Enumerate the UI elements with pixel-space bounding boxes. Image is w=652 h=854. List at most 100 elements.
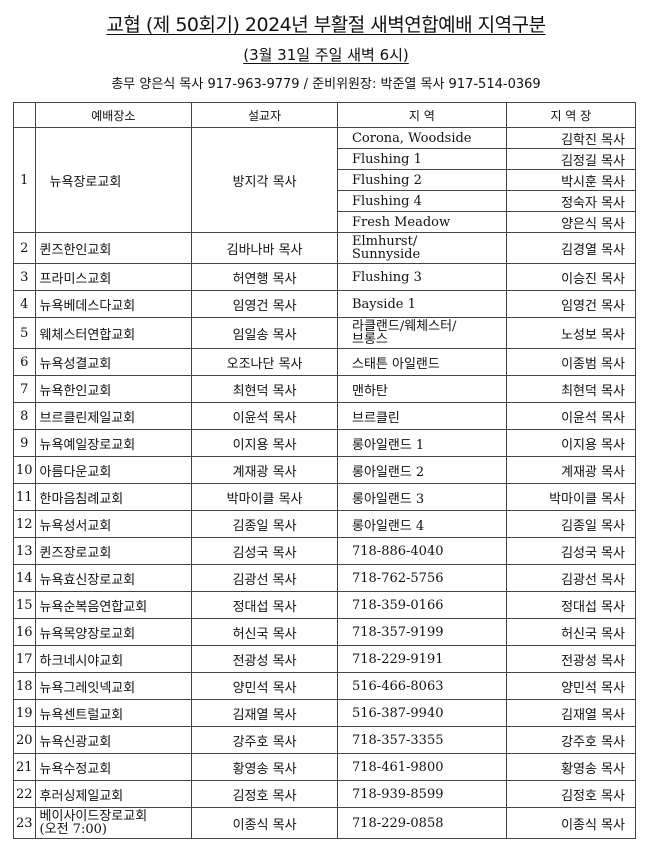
table-row: Flushing 4 정숙자 목사 (14, 190, 637, 212)
church-name: 뉴욕예일장로교회 (34, 429, 193, 457)
church-name: 퀸즈한인교회 (34, 232, 193, 264)
region-leader: 정숙자 목사 (505, 190, 637, 212)
region-leader: 이승진 목사 (505, 263, 637, 291)
region-name: 516-466-8063 (336, 672, 507, 700)
church-name: 뉴욕수정교회 (34, 753, 193, 781)
preacher-name: 양민석 목사 (191, 672, 338, 700)
table-row: 3 프라미스교회 허연행 목사 Flushing 3 이승진 목사 (13, 263, 637, 291)
preacher-name: 정대섭 목사 (191, 591, 338, 619)
row-number: 21 (13, 753, 36, 781)
region-leader: 김정호 목사 (505, 780, 637, 808)
region-name: 718-886-4040 (336, 537, 507, 565)
church-name: 프라미스교회 (34, 263, 193, 291)
preacher-name: 오조나단 목사 (191, 348, 338, 376)
preacher-name: 이종식 목사 (191, 807, 338, 839)
header-preacher: 설교자 (191, 102, 338, 128)
row-number: 5 (13, 317, 36, 349)
church-name: 뉴욕센트럴교회 (34, 699, 193, 727)
region-leader: 이지용 목사 (505, 429, 637, 457)
preacher-name: 김성국 목사 (191, 537, 338, 565)
table-row: 4 뉴욕베데스다교회 임영건 목사 Bayside 1 임영건 목사 (13, 290, 637, 318)
region-leader: 임영건 목사 (505, 290, 637, 318)
preacher-name: 임영건 목사 (191, 290, 338, 318)
table-row: 23 베이사이드장로교회 (오전 7:00) 이종식 목사 718-229-0858 이… (13, 807, 637, 839)
church-name: 아름다운교회 (34, 456, 193, 484)
region-name: Fresh Meadow (336, 211, 507, 233)
church-name: 뉴욕효신장로교회 (34, 564, 193, 592)
row-number: 16 (13, 618, 36, 646)
region-leader: 황영송 목사 (505, 753, 637, 781)
row-number: 20 (13, 726, 36, 754)
region-leader: 김학진 목사 (505, 127, 637, 149)
church-name: 뉴욕신광교회 (34, 726, 193, 754)
row-number: 8 (13, 402, 36, 430)
row-number: 15 (13, 591, 36, 619)
preacher-name: 김정호 목사 (191, 780, 338, 808)
region-leader: 김성국 목사 (505, 537, 637, 565)
table-row: 8 브르클린제일교회 이윤석 목사 브르클린 이윤석 목사 (13, 402, 637, 430)
region-leader: 김종일 목사 (505, 510, 637, 538)
church-name: 뉴욕그레잇넥교회 (34, 672, 193, 700)
preacher-name: 김재열 목사 (191, 699, 338, 727)
region-leader: 정대섭 목사 (505, 591, 637, 619)
table-row: 11 한마음침례교회 박마이클 목사 롱아일랜드 3 박마이클 목사 (13, 483, 637, 511)
row-number: 1 (13, 127, 36, 233)
region-name: Flushing 3 (336, 263, 507, 291)
region-leader: 김재열 목사 (505, 699, 637, 727)
region-name: Flushing 1 (336, 148, 507, 170)
region-name: 롱아일랜드 1 (336, 429, 507, 457)
row-number: 9 (13, 429, 36, 457)
church-name: 브르클린제일교회 (34, 402, 193, 430)
row-number: 19 (13, 699, 36, 727)
region-name: 라클랜드/웨체스터/ 브롱스 (336, 317, 507, 349)
table-row: 7 뉴욕한인교회 최현덕 목사 맨하탄 최현덕 목사 (13, 375, 637, 403)
church-name: 뉴욕장로교회 (34, 127, 193, 233)
row-number: 12 (13, 510, 36, 538)
header-church: 예배장소 (34, 102, 193, 128)
preacher-name: 이지용 목사 (191, 429, 338, 457)
preacher-name: 김종일 목사 (191, 510, 338, 538)
preacher-name: 방지각 목사 (191, 127, 338, 233)
church-name: 뉴욕베데스다교회 (34, 290, 193, 318)
church-name: 뉴욕한인교회 (34, 375, 193, 403)
row-number: 6 (13, 348, 36, 376)
row-number: 14 (13, 564, 36, 592)
region-leader: 양은식 목사 (505, 211, 637, 233)
region-leader: 김경열 목사 (505, 232, 637, 264)
region-leader: 허신국 목사 (505, 618, 637, 646)
region-leader: 이윤석 목사 (505, 402, 637, 430)
region-name: 718-357-9199 (336, 618, 507, 646)
row-number: 23 (13, 807, 36, 839)
contact-line: 총무 양은식 목사 917-963-9779 / 준비위원장: 박준열 목사 9… (111, 77, 541, 92)
preacher-name: 허연행 목사 (191, 263, 338, 291)
region-name: 롱아일랜드 4 (336, 510, 507, 538)
region-leader: 이종식 목사 (505, 807, 637, 839)
region-name: 브르클린 (336, 402, 507, 430)
region-leader: 양민석 목사 (505, 672, 637, 700)
region-leader: 전광성 목사 (505, 645, 637, 673)
table-row: 19 뉴욕센트럴교회 김재열 목사 516-387-9940 김재열 목사 (13, 699, 637, 727)
table-row: 18 뉴욕그레잇넥교회 양민석 목사 516-466-8063 양민석 목사 (13, 672, 637, 700)
document-subtitle: (3월 31일 주일 새벽 6시) (243, 46, 409, 64)
table-row: 6 뉴욕성결교회 오조나단 목사 스태튼 아일랜드 이종범 목사 (13, 348, 637, 376)
region-name: 스태튼 아일랜드 (336, 348, 507, 376)
region-leader: 계재광 목사 (505, 456, 637, 484)
preacher-name: 김바나바 목사 (191, 232, 338, 264)
region-name: Flushing 4 (336, 190, 507, 212)
row-number: 7 (13, 375, 36, 403)
region-name: 맨하탄 (336, 375, 507, 403)
preacher-name: 전광성 목사 (191, 645, 338, 673)
preacher-name: 계재광 목사 (191, 456, 338, 484)
region-leader: 박마이클 목사 (505, 483, 637, 511)
region-leader: 이종범 목사 (505, 348, 637, 376)
preacher-name: 최현덕 목사 (191, 375, 338, 403)
region-name: 718-357-3355 (336, 726, 507, 754)
table-row: 21 뉴욕수정교회 황영송 목사 718-461-9800 황영송 목사 (13, 753, 637, 781)
church-name: 뉴욕성서교회 (34, 510, 193, 538)
region-name: 718-762-5756 (336, 564, 507, 592)
region-name: 718-359-0166 (336, 591, 507, 619)
row-number: 18 (13, 672, 36, 700)
table-row: 15 뉴욕순복음연합교회 정대섭 목사 718-359-0166 정대섭 목사 (13, 591, 637, 619)
region-name: Corona, Woodside (336, 127, 507, 149)
table-row: 1 뉴욕장로교회 방지각 목사 Corona, Woodside 김학진 목사 (13, 127, 637, 233)
